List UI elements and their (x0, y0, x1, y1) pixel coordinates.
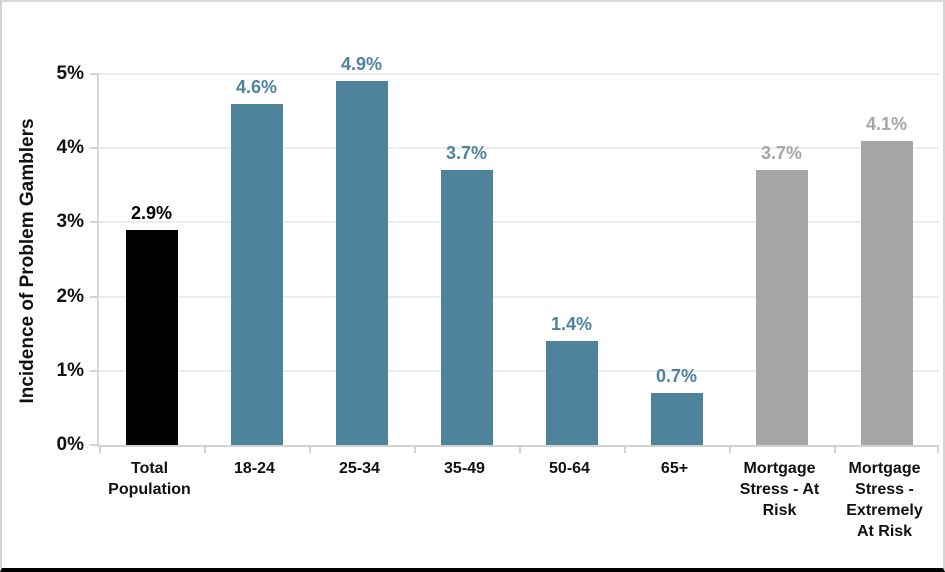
x-axis-tick (204, 445, 206, 453)
y-axis-title: Incidence of Problem Gamblers (17, 118, 38, 404)
x-axis-tick (519, 445, 521, 453)
x-axis-label: 25-34 (339, 460, 380, 477)
y-axis-tick-label: 3% (56, 211, 84, 233)
bar-mortgage-stress-extremely-at-risk (860, 140, 913, 445)
bar-value-label: 0.7% (655, 366, 698, 387)
y-axis-tick-label: 4% (56, 137, 84, 159)
x-axis-tick (937, 445, 939, 453)
gridline-1pct (99, 369, 939, 372)
y-axis-tick-label: 2% (56, 285, 84, 307)
bar-value-label: 3.7% (760, 143, 803, 164)
bar-value-label: 4.6% (235, 76, 278, 97)
y-axis-tick (90, 295, 99, 298)
bar-25-34 (335, 81, 388, 445)
bar-65- (650, 393, 703, 445)
y-axis-tick-label: 1% (56, 359, 84, 381)
bar-total-population (125, 229, 178, 445)
x-axis-labels: Total Population 18-24 25-34 35-49 50-64 65+ M… (97, 458, 937, 558)
bar-mortgage-stress-at-risk (755, 170, 808, 445)
x-axis-tick (414, 445, 416, 453)
gridline-3pct (99, 221, 939, 224)
y-axis-tick (90, 444, 99, 446)
x-axis-tick (309, 445, 311, 453)
y-axis-tick (90, 147, 99, 150)
x-axis-label: Mortgage Stress - At Risk (739, 460, 820, 519)
y-axis-tick-label: 5% (56, 63, 84, 84)
bar-value-label: 3.7% (445, 143, 488, 164)
bar-35-49 (440, 170, 493, 445)
x-axis-label: 50-64 (549, 460, 590, 477)
x-axis-tick (99, 445, 101, 453)
x-axis-label: 35-49 (444, 460, 485, 477)
x-axis-label: 18-24 (234, 460, 275, 477)
bar-18-24 (230, 103, 283, 445)
x-axis-label: 65+ (660, 460, 689, 477)
y-axis-tick (90, 369, 99, 372)
y-axis-tick-label: 0% (56, 434, 84, 455)
gridline-4pct (99, 147, 939, 150)
bar-value-label: 1.4% (550, 314, 593, 335)
gridline-2pct (99, 295, 939, 298)
x-axis-label: Total Population (108, 460, 191, 498)
x-axis-tick (624, 445, 626, 453)
bar-value-label: 4.9% (340, 54, 383, 75)
x-axis-label: Mortgage Stress - Extremely At Risk (846, 460, 923, 540)
bar-50-64 (545, 341, 598, 445)
bar-value-label: 2.9% (130, 202, 173, 223)
plot-area: 2.9% 4.6% 4.9% 3.7% 1.4% 0.7% 3.7% 4.1% (90, 54, 939, 453)
y-axis-tick (90, 73, 99, 75)
y-axis-tick (90, 221, 99, 224)
bar-value-label: 4.1% (865, 113, 908, 134)
x-axis-tick (834, 445, 836, 453)
gridline-5pct (99, 73, 939, 75)
x-axis-tick (729, 445, 731, 453)
